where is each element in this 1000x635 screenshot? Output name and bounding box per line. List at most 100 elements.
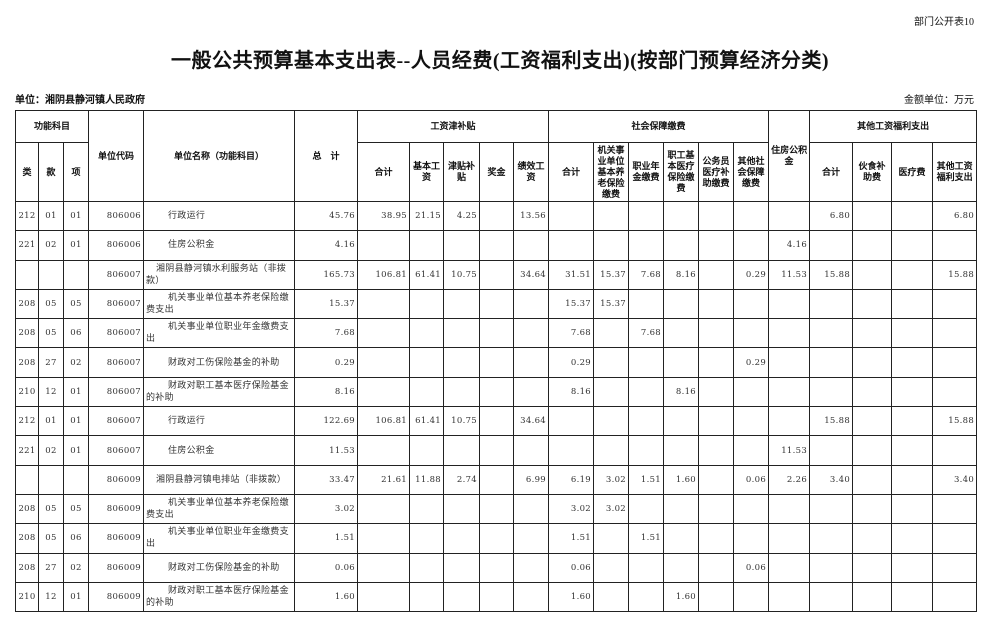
amount-cell	[852, 200, 893, 232]
unit-code-cell: 806009	[88, 552, 144, 583]
unit-name-cell: 财政对职工基本医疗保险基金的补助	[143, 581, 295, 613]
amount-cell	[768, 493, 811, 525]
table-row: 212 01 01 806007 行政运行 122.69 106.81 61.41 10.75 3…	[15, 406, 978, 437]
amount-cell	[852, 523, 893, 554]
amount-cell	[479, 435, 514, 466]
unit-name-cell: 财政对工伤保险基金的补助	[143, 552, 295, 583]
amount-cell	[852, 464, 893, 495]
amount-cell: 0.06	[733, 464, 770, 495]
amount-cell	[809, 288, 854, 320]
amount-cell: 10.75	[443, 259, 480, 290]
amount-cell: 8.16	[548, 376, 595, 408]
header-other-sum: 合计	[809, 142, 854, 202]
subject-code-cell: 208	[15, 552, 39, 583]
subject-code-cell: 01	[38, 406, 64, 437]
amount-cell	[932, 493, 978, 525]
amount-cell: 15.88	[932, 259, 978, 290]
amount-cell	[891, 435, 934, 466]
amount-cell	[593, 230, 630, 261]
amount-cell	[663, 552, 700, 583]
table-row: 221 02 01 806007 住房公积金 11.53 11.53	[15, 435, 978, 466]
amount-cell	[768, 406, 811, 437]
amount-cell	[932, 318, 978, 349]
amount-cell	[512, 376, 550, 408]
subject-code-cell: 27	[38, 552, 64, 583]
amount-cell	[409, 435, 444, 466]
table-row: 210 12 01 806009 财政对职工基本医疗保险基金的补助 1.60 1.60 1.6…	[15, 581, 978, 613]
subject-code-cell: 12	[38, 581, 64, 613]
amount-cell	[628, 581, 665, 613]
amount-cell	[628, 435, 665, 466]
page-title: 一般公共预算基本支出表--人员经费(工资福利支出)(按部门预算经济分类)	[171, 50, 829, 72]
amount-cell	[891, 406, 934, 437]
amount-cell: 122.69	[294, 406, 358, 437]
amount-cell: 0.29	[294, 347, 358, 378]
amount-cell	[891, 347, 934, 378]
amount-cell	[479, 581, 514, 613]
unit-code-cell: 806007	[88, 318, 144, 349]
amount-cell	[357, 435, 410, 466]
amount-cell: 1.60	[294, 581, 358, 613]
amount-cell: 21.61	[357, 464, 410, 495]
subject-code-cell: 05	[63, 288, 89, 320]
amount-cell	[698, 581, 735, 613]
subject-code-cell: 02	[63, 347, 89, 378]
amount-cell	[628, 376, 665, 408]
subject-code-cell: 210	[15, 581, 39, 613]
amount-cell: 1.51	[628, 464, 665, 495]
subject-code-cell: 221	[15, 230, 39, 261]
amount-cell	[891, 376, 934, 408]
amount-cell: 33.47	[294, 464, 358, 495]
amount-cell	[479, 523, 514, 554]
amount-cell	[698, 347, 735, 378]
amount-cell: 0.29	[733, 347, 770, 378]
amount-cell	[809, 552, 854, 583]
header-func-subject: 功能科目	[15, 110, 89, 143]
amount-cell	[548, 200, 595, 232]
amount-cell: 6.99	[512, 464, 550, 495]
amount-cell: 0.06	[294, 552, 358, 583]
amount-cell: 3.02	[548, 493, 595, 525]
amount-cell	[891, 552, 934, 583]
header-civil-medical: 公务员医疗补助缴费	[698, 142, 735, 202]
amount-cell: 11.88	[409, 464, 444, 495]
subject-code-cell	[63, 259, 89, 290]
subject-code-cell: 208	[15, 288, 39, 320]
amount-cell	[663, 493, 700, 525]
header-medical-ins: 职工基本医疗保险缴费	[663, 142, 700, 202]
amount-cell	[809, 347, 854, 378]
amount-cell	[409, 552, 444, 583]
amount-cell	[733, 200, 770, 232]
subject-code-cell: 01	[63, 406, 89, 437]
amount-cell	[593, 406, 630, 437]
amount-cell	[593, 523, 630, 554]
amount-cell	[479, 259, 514, 290]
subject-code-cell: 05	[38, 288, 64, 320]
subject-code-cell: 12	[38, 376, 64, 408]
amount-cell: 7.68	[628, 259, 665, 290]
table-row: 210 12 01 806007 财政对职工基本医疗保险基金的补助 8.16 8.16 8.1…	[15, 376, 978, 408]
amount-cell: 1.60	[663, 581, 700, 613]
subject-code-cell: 212	[15, 200, 39, 232]
amount-cell	[768, 318, 811, 349]
amount-cell	[628, 230, 665, 261]
unit-label: 单位：湘阴县静河镇人民政府	[15, 95, 145, 106]
header-unit-code: 单位代码	[88, 110, 144, 202]
amount-cell	[548, 435, 595, 466]
amount-cell	[698, 200, 735, 232]
amount-cell: 0.29	[733, 259, 770, 290]
amount-cell	[628, 347, 665, 378]
amount-cell	[512, 523, 550, 554]
amount-cell	[357, 318, 410, 349]
unit-name-cell: 住房公积金	[143, 230, 295, 261]
amount-cell: 3.40	[932, 464, 978, 495]
amount-cell: 0.06	[548, 552, 595, 583]
amount-cell	[512, 435, 550, 466]
amount-cell	[663, 230, 700, 261]
amount-cell	[512, 347, 550, 378]
amount-cell: 7.68	[548, 318, 595, 349]
amount-cell	[443, 435, 480, 466]
amount-cell	[932, 523, 978, 554]
header-meal: 伙食补助费	[852, 142, 893, 202]
unit-name-cell: 机关事业单位基本养老保险缴费支出	[143, 493, 295, 525]
